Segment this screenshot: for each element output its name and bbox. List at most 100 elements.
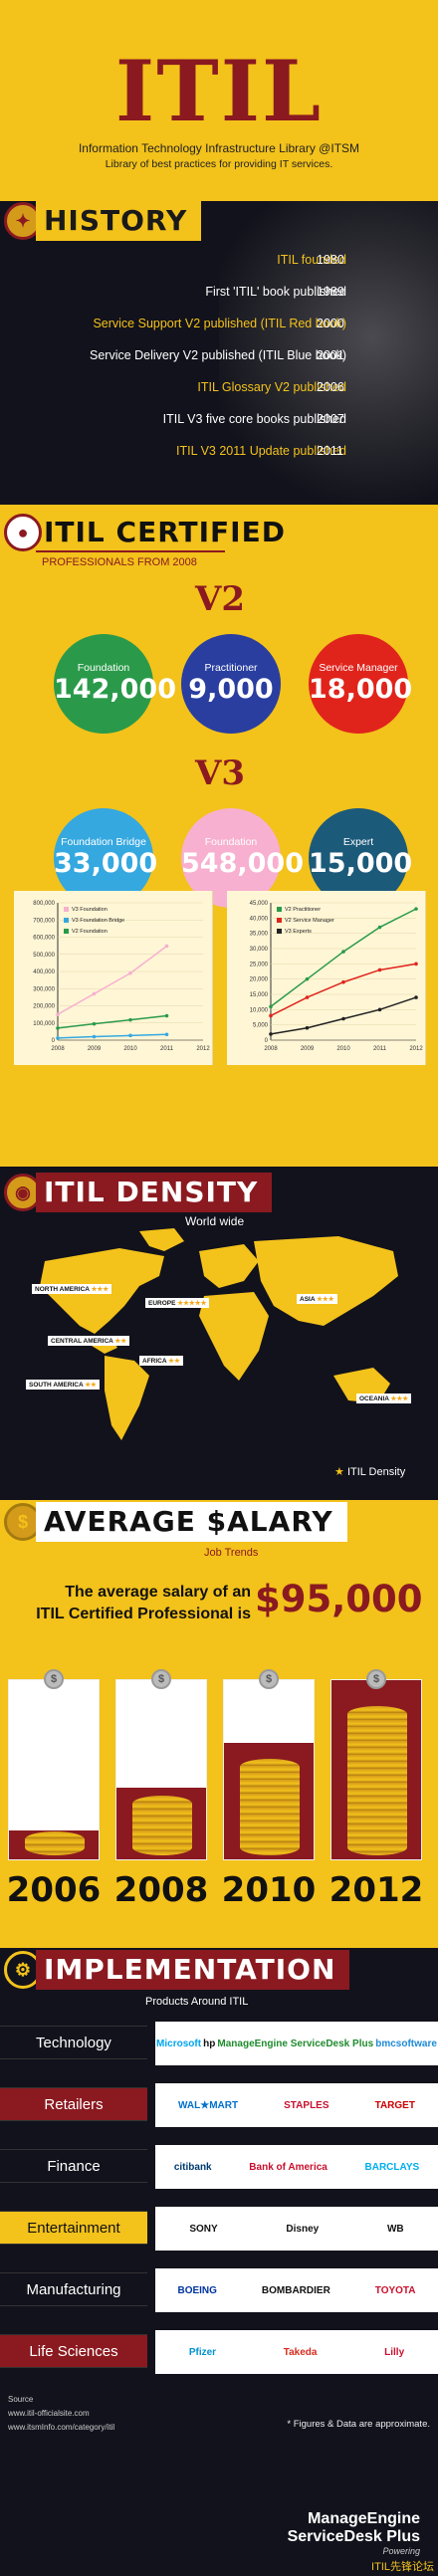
v3-foundation-chart: 800,000 700,000 600,000 500,000 400,000 300,0… [14,891,213,1065]
v2-stat-circle: Practitioner 9,000 [181,634,281,734]
x-tick-label: 2008 [51,1046,65,1052]
stat-value: 33,000 [54,848,158,879]
legend-swatch [64,929,69,934]
salary-column [223,1679,315,1860]
stat-value: 142,000 [54,674,176,705]
stat-label: Expert [342,836,374,848]
v2-stat-circle: Service Manager 18,000 [309,634,412,734]
data-point [164,944,169,949]
company-logos: Microsoft hp ManageEngine ServiceDesk Plus… [155,2022,438,2065]
legend-swatch [277,929,282,934]
stat-label: Foundation [204,836,258,848]
x-tick-label: 2012 [196,1046,210,1052]
salary-column [330,1679,422,1860]
y-tick-label: 600,000 [33,936,55,942]
y-tick-label: 10,000 [250,1007,269,1013]
region-north-america: NORTH AMERICA ★★★ [32,1284,112,1294]
history-event: ITIL founded [277,253,346,267]
legend-label: V3 Experts [285,929,312,935]
salary-section: $ AVERAGE $ALARY Job Trends The average … [0,1500,438,1948]
history-section: ✦ HISTORY ITIL founded 1980 First 'ITIL' b… [0,201,438,505]
data-point [377,925,382,930]
x-tick-label: 2010 [336,1046,350,1052]
data-point [341,1016,345,1021]
industry-label: Retailers [0,2087,147,2121]
data-point [341,979,345,984]
salary-subtitle: Job Trends [204,1547,259,1559]
company-logo: hp [203,2038,216,2049]
header: ITIL Information Technology Infrastructu… [0,0,438,201]
legend-swatch [277,907,282,912]
history-row: Service Support V2 published (ITIL Red b… [0,317,438,338]
header-subtitle: Information Technology Infrastructure Li… [78,141,360,155]
source-link-2[interactable]: www.itsmInfo.com/category/itil [8,2423,115,2432]
data-point [269,1032,273,1036]
dollar-coin-icon: $ [366,1669,386,1689]
history-event: Service Delivery V2 published (ITIL Blue… [90,348,346,362]
y-tick-label: 30,000 [250,947,269,953]
dollar-coin-icon: $ [259,1669,279,1689]
company-logo: WB [386,2223,404,2235]
history-row: First 'ITIL' book published 1989 [0,285,438,307]
series-line [57,1014,167,1029]
series-line [57,945,167,1015]
source-link-1[interactable]: www.itil-officialsite.com [8,2409,90,2418]
coin-stack-icon [132,1796,192,1855]
history-row: ITIL V3 2011 Update published 2011 [0,444,438,466]
history-year: 2011 [317,444,343,458]
data-point [128,970,132,975]
salary-year: 2006 [6,1870,102,1910]
company-logo: BARCLAYS [364,2161,420,2173]
series-line [270,996,417,1035]
industry-label: Entertainment [0,2211,147,2245]
region-europe: EUROPE ★★★★★ [145,1298,210,1308]
history-year: 2001 [317,348,344,362]
data-point [269,1013,273,1018]
density-legend: ★ ITIL Density [334,1466,406,1478]
company-logo: TARGET [374,2099,415,2111]
legend-label: V2 Foundation [72,929,108,935]
coin-stack-icon [240,1758,300,1855]
industry-row: Finance citibank Bank of America BARCLAYS [0,2143,438,2191]
y-tick-label: 700,000 [33,918,55,924]
dollar-coin-icon: $ [151,1669,171,1689]
header-tagline: Library of best practices for providing … [105,158,333,170]
history-year: 1989 [317,285,344,299]
star-icon: ★ [334,1466,344,1478]
y-tick-label: 100,000 [33,1021,55,1027]
legend-label: V3 Foundation Bridge [72,918,124,924]
salary-amount: $95,000 [255,1578,423,1620]
history-event: Service Support V2 published (ITIL Red b… [93,317,346,330]
certified-title: ITIL CERTIFIED [44,516,286,548]
salary-title: AVERAGE $ALARY [36,1502,347,1542]
y-tick-label: 25,000 [250,962,269,967]
disclaimer: * Figures & Data are approximate. [287,2419,430,2430]
data-point [56,1012,60,1016]
x-tick-label: 2009 [88,1046,102,1052]
region-oceania: OCEANIA ★★★ [356,1394,412,1403]
data-point [305,995,310,999]
data-point [56,1026,60,1030]
x-tick-label: 2009 [301,1046,315,1052]
data-point [305,976,310,981]
y-tick-label: 15,000 [250,992,269,998]
v3-label: V3 [195,753,246,793]
y-tick-label: 400,000 [33,969,55,975]
y-tick-label: 45,000 [250,901,269,907]
legend-label: V2 Practitioner [285,907,321,913]
history-year: 2006 [317,380,344,394]
y-tick-label: 0 [265,1038,269,1044]
history-row: ITIL Glossary V2 published 2006 [0,380,438,402]
data-point [164,1032,169,1037]
implementation-subtitle: Products Around ITIL [145,1996,249,2008]
salary-column [115,1679,207,1860]
history-year: 1980 [317,253,344,267]
stat-label: Service Manager [319,662,398,674]
industry-label: Finance [0,2149,147,2183]
company-logos: citibank Bank of America BARCLAYS [155,2145,438,2189]
company-logos: SONY Disney WB [155,2207,438,2251]
data-point [377,1007,382,1012]
data-point [56,1036,60,1040]
region-africa: AFRICA ★★ [139,1356,183,1366]
salary-column [8,1679,100,1860]
